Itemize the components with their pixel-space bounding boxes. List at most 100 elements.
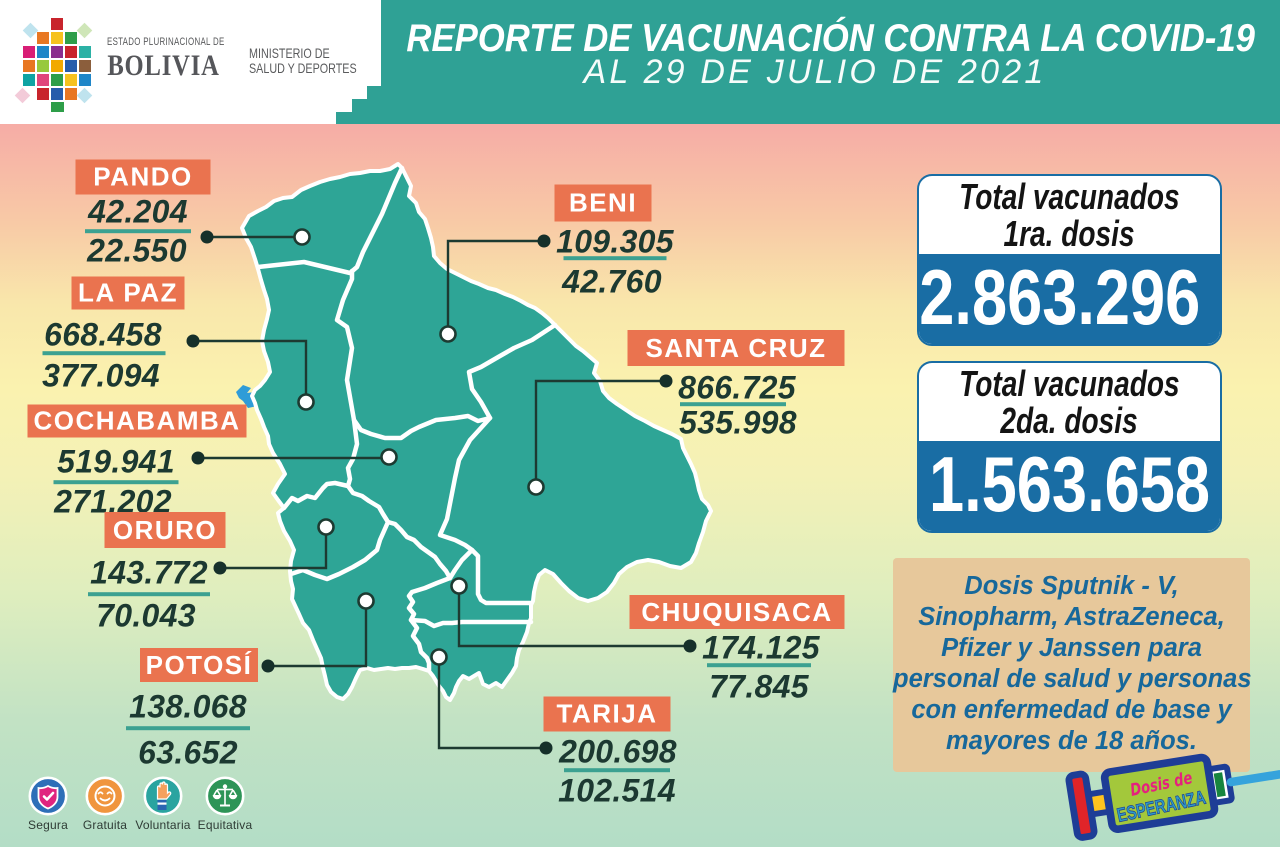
principle-voluntaria: Voluntaria bbox=[118, 776, 208, 832]
total-label-line2: 2da. dosis bbox=[1000, 400, 1139, 441]
dept-dose2: 42.760 bbox=[562, 263, 662, 300]
dept-dose2: 70.043 bbox=[96, 597, 196, 634]
leader-oruro bbox=[220, 527, 328, 570]
dept-label: POTOSÍ bbox=[140, 648, 258, 682]
dosis-de-esperanza-badge: Dosis de ESPERANZA bbox=[1065, 753, 1280, 841]
vaccine-info-box: Dosis Sputnik - V, Sinopharm, AstraZenec… bbox=[893, 558, 1252, 772]
dept-label: CHUQUISACA bbox=[629, 595, 845, 629]
dept-dose1: 866.725 bbox=[678, 369, 796, 406]
bolivia-emblem-icon bbox=[14, 18, 93, 112]
total-box-dose2-band: 1.563.658 bbox=[919, 440, 1220, 531]
marker-cochabamba bbox=[380, 448, 398, 466]
marker-potosi bbox=[357, 592, 375, 610]
principle-segura: Segura bbox=[3, 776, 93, 832]
total-box-dose1-band: 2.863.296 bbox=[919, 253, 1220, 344]
balance-scale-icon bbox=[205, 776, 245, 816]
logo-estado-text: ESTADO PLURINACIONAL DE bbox=[107, 36, 225, 48]
total-box-dose1: Total vacunados 1ra. dosis 2.863.296 bbox=[917, 174, 1222, 346]
dept-label: ORURO bbox=[104, 512, 226, 548]
header-teal-band bbox=[336, 0, 1280, 124]
dept-underline bbox=[53, 480, 179, 484]
leader-la-paz bbox=[193, 339, 308, 402]
page-subtitle: AL 29 DE JULIO DE 2021 bbox=[583, 53, 1047, 91]
info-line6: mayores de 18 años. bbox=[946, 727, 1197, 755]
dept-underline bbox=[85, 229, 191, 233]
total-label-line1: Total vacunados bbox=[959, 176, 1180, 217]
principle-label: Equitativa bbox=[197, 818, 253, 832]
logo-ministry-line2: SALUD Y DEPORTES bbox=[249, 61, 357, 76]
leader-potosi bbox=[268, 601, 368, 668]
dept-dose1: 109.305 bbox=[556, 223, 674, 260]
principle-equitativa: Equitativa bbox=[180, 776, 270, 832]
dept-dose1: 174.125 bbox=[702, 629, 820, 666]
dept-label: LA PAZ bbox=[71, 276, 185, 310]
shield-check-icon bbox=[28, 776, 68, 816]
dept-dose1: 519.941 bbox=[57, 443, 175, 480]
dept-dose1: 200.698 bbox=[559, 733, 677, 770]
marker-tarija bbox=[430, 648, 448, 666]
total-box-dose1-label: Total vacunados 1ra. dosis bbox=[919, 176, 1220, 254]
dept-dose1: 668.458 bbox=[44, 316, 162, 353]
marker-chuquisaca bbox=[450, 577, 468, 595]
info-line2: Sinopharm, AstraZeneca, bbox=[918, 603, 1225, 631]
syringe-needle bbox=[1226, 770, 1280, 787]
dept-dose2: 77.845 bbox=[709, 668, 809, 705]
leader-tarija bbox=[437, 657, 546, 750]
page-title: REPORTE DE VACUNACIÓN CONTRA LA COVID-19 bbox=[406, 17, 1255, 60]
leader-beni bbox=[446, 239, 544, 334]
info-line4: personal de salud y personas bbox=[893, 665, 1252, 693]
dept-dose2: 22.550 bbox=[87, 232, 187, 269]
syringe-barrel bbox=[1100, 753, 1219, 834]
total-label-line1: Total vacunados bbox=[959, 363, 1180, 404]
principle-label: Segura bbox=[28, 818, 68, 832]
raised-hand-icon bbox=[143, 776, 183, 816]
dept-underline bbox=[564, 768, 670, 772]
dept-label: PANDO bbox=[75, 159, 211, 195]
dept-dose2: 377.094 bbox=[42, 357, 160, 394]
total-box-dose2-label: Total vacunados 2da. dosis bbox=[919, 363, 1220, 441]
leader-dots bbox=[186, 230, 697, 755]
dept-underline bbox=[126, 726, 250, 730]
department-boundaries bbox=[255, 165, 558, 673]
dept-underline bbox=[563, 256, 667, 260]
smiley-icon bbox=[85, 776, 125, 816]
dept-underline bbox=[88, 592, 210, 596]
syringe-cap-stripe bbox=[1213, 772, 1226, 798]
principle-gratuita: Gratuita bbox=[60, 776, 150, 832]
marker-beni bbox=[439, 325, 457, 343]
dept-dose1: 138.068 bbox=[129, 688, 247, 725]
marker-la-paz bbox=[297, 393, 315, 411]
principle-label: Gratuita bbox=[82, 818, 128, 832]
dept-underline bbox=[42, 351, 166, 355]
marker-oruro bbox=[317, 518, 335, 536]
dept-dose2: 535.998 bbox=[679, 404, 797, 441]
dept-dose1: 42.204 bbox=[88, 193, 188, 230]
total-label-line2: 1ra. dosis bbox=[1003, 213, 1136, 254]
total-value-dose1: 2.863.296 bbox=[919, 253, 1201, 341]
logo-country-text: BOLIVIA bbox=[107, 49, 220, 82]
leader-lines bbox=[193, 235, 690, 750]
dept-dose1: 143.772 bbox=[90, 554, 208, 591]
dept-label: TARIJA bbox=[543, 696, 671, 732]
logo-ministry-text: MINISTERIO DE SALUD Y DEPORTES bbox=[249, 46, 357, 76]
marker-santa-cruz bbox=[527, 478, 545, 496]
dept-underline bbox=[680, 402, 786, 406]
logo-ministry-line1: MINISTERIO DE bbox=[249, 46, 330, 61]
dept-dose2: 102.514 bbox=[558, 772, 676, 809]
leader-santa-cruz bbox=[534, 379, 666, 487]
total-value-dose2: 1.563.658 bbox=[928, 440, 1211, 528]
map-markers bbox=[293, 228, 545, 666]
info-line5: con enfermedad de base y bbox=[911, 696, 1232, 724]
dept-underline bbox=[707, 663, 811, 667]
dept-label: COCHABAMBA bbox=[27, 404, 247, 438]
info-line1: Dosis Sputnik - V, bbox=[964, 572, 1179, 600]
principle-label: Voluntaria bbox=[135, 818, 191, 832]
marker-pando bbox=[293, 228, 311, 246]
total-box-dose2: Total vacunados 2da. dosis 1.563.658 bbox=[917, 361, 1222, 533]
dept-label: BENI bbox=[554, 184, 652, 222]
info-line3: Pfizer y Janssen para bbox=[941, 634, 1202, 662]
syringe-plunger-handle bbox=[1065, 770, 1098, 841]
dept-dose2: 63.652 bbox=[138, 734, 238, 771]
dept-label: SANTA CRUZ bbox=[627, 330, 845, 366]
